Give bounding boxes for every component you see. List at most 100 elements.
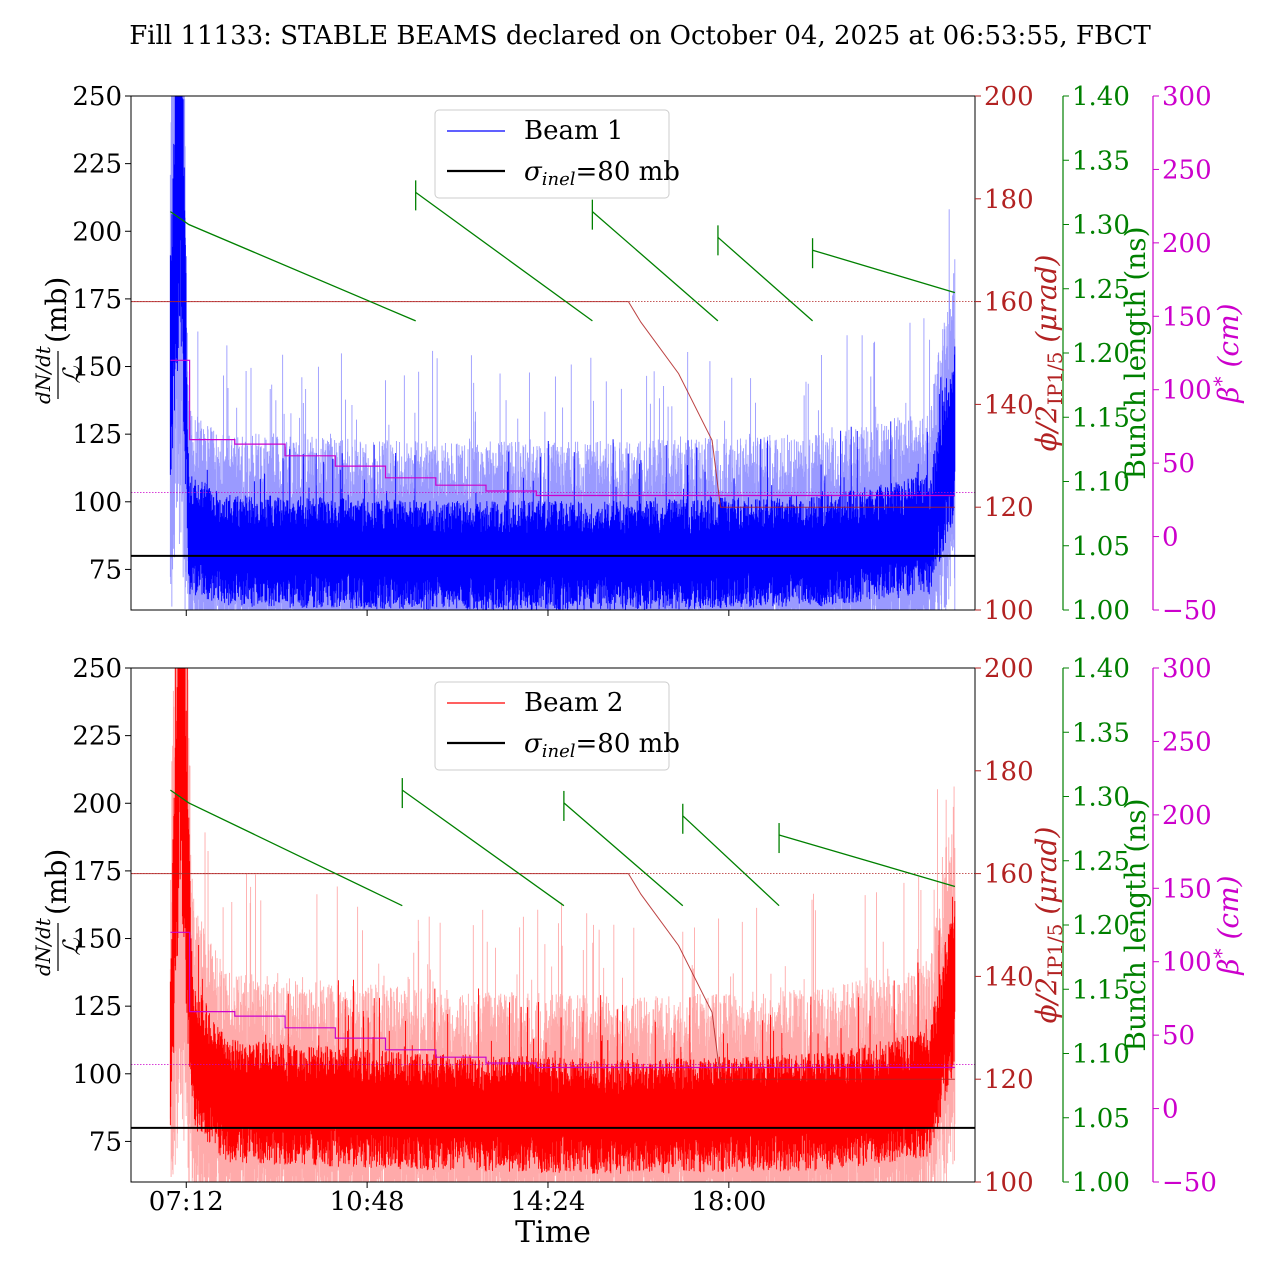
beta-star-axis-label: β* (cm): [1209, 875, 1245, 975]
bunch-length-axis-tick-label: 1.10: [1072, 1040, 1130, 1070]
left-axis-tick-label: 125: [72, 992, 122, 1022]
x-axis-tick-label: 18:00: [691, 1187, 766, 1217]
beta-star-axis-label-text: β* (cm): [1209, 875, 1245, 975]
beta-star-axis-tick-label: 300: [1162, 654, 1212, 684]
legend-box: [434, 681, 670, 771]
bunch-length-axis-tick-label: 1.05: [1072, 532, 1130, 562]
crossing-angle-axis-tick-label: 120: [984, 1065, 1034, 1095]
crossing-angle-axis-tick-label: 100: [984, 596, 1034, 626]
beta-star-axis-tick-label: 100: [1162, 948, 1212, 978]
bunch-length-axis-tick-label: 1.20: [1072, 911, 1130, 941]
x-axis-tick-label: 14:24: [511, 1187, 586, 1217]
panel-beam2: 250 225 200 175 150 125 100 75 07:12 10:48 14:24 18…: [31, 654, 1245, 1217]
crossing-angle-axis-tick-label: 160: [984, 860, 1034, 890]
left-axis-label: dN/dt ℒ (mb): [31, 849, 86, 976]
bunch-length-segment: [812, 249, 956, 294]
bunch-length-axis-tick-label: 1.10: [1072, 468, 1130, 498]
left-axis-tick-label: 150: [72, 353, 122, 383]
beta-star-axis-tick-label: 300: [1162, 82, 1212, 112]
left-axis-tick-label: 75: [89, 555, 122, 585]
bunch-length-segment: [563, 802, 684, 907]
left-axis-tick-label: 250: [72, 654, 122, 684]
bunch-length-segment: [717, 236, 814, 322]
bunch-length-axis-tick-label: 1.05: [1072, 1104, 1130, 1134]
bunch-length-axis-tick-label: 1.30: [1072, 783, 1130, 813]
crossing-angle-axis-tick-label: 180: [984, 185, 1034, 215]
crossing-angle-line: [131, 873, 955, 1080]
left-axis-label: dN/dt ℒ (mb): [31, 277, 86, 404]
bunch-length-segment: [415, 191, 593, 322]
crossing-angle-axis-tick-label: 200: [984, 82, 1034, 112]
beta-star-axis-tick-label: 200: [1162, 801, 1212, 831]
bunch-length-axis-tick-label: 1.35: [1072, 718, 1130, 748]
crossing-angle-line: [131, 301, 955, 508]
bunch-length-segment: [170, 789, 403, 907]
left-axis-label-unit: (mb): [40, 277, 73, 343]
crossing-angle-axis-label: ϕ/2IP1/5 (μrad): [1030, 827, 1067, 1024]
legend-label-sigma: σinel=80 mb: [524, 157, 680, 190]
chart-title: Fill 11133: STABLE BEAMS declared on Oct…: [129, 21, 1151, 51]
left-axis-tick-label: 75: [89, 1127, 122, 1157]
plot-area: [131, 668, 975, 1182]
crossing-angle-axis-label-text: ϕ/2IP1/5 (μrad): [1030, 255, 1067, 452]
beta-star-axis-tick-label: −50: [1162, 596, 1217, 626]
left-axis-tick-label: 175: [72, 285, 122, 315]
left-axis-tick-label: 225: [72, 150, 122, 180]
beam-series-line: [169, 96, 956, 610]
crossing-angle-axis-tick-label: 120: [984, 493, 1034, 523]
legend: Beam 2 σinel=80 mb: [434, 681, 680, 771]
bunch-length-axis-tick-label: 1.00: [1072, 1168, 1130, 1198]
legend-label-beam: Beam 2: [524, 688, 623, 718]
crossing-angle-axis-label-text: ϕ/2IP1/5 (μrad): [1030, 827, 1067, 1024]
x-axis-tick-label: 07:12: [149, 1187, 224, 1217]
left-axis-tick-label: 225: [72, 722, 122, 752]
legend-label-beam: Beam 1: [524, 116, 623, 146]
crossing-angle-axis-tick-label: 180: [984, 757, 1034, 787]
bunch-length-axis-tick-label: 1.15: [1072, 403, 1130, 433]
left-axis-tick-label: 200: [72, 789, 122, 819]
plot-area: [131, 96, 975, 610]
bunch-length-axis-tick-label: 1.30: [1072, 211, 1130, 241]
bunch-length-axis-tick-label: 1.40: [1072, 82, 1130, 112]
bunch-length-segment: [778, 834, 956, 888]
beam-series-line: [169, 668, 956, 1174]
left-axis-tick-label: 175: [72, 857, 122, 887]
left-axis-tick-label: 100: [72, 1060, 122, 1090]
bunch-length-segment: [170, 211, 416, 322]
bunch-length-axis-tick-label: 1.00: [1072, 596, 1130, 626]
bunch-length-axis-label: Bunch length (ns): [1119, 226, 1152, 479]
crossing-angle-axis-tick-label: 140: [984, 390, 1034, 420]
beta-star-axis-tick-label: 100: [1162, 376, 1212, 406]
crossing-angle-axis-tick-label: 160: [984, 288, 1034, 318]
x-axis-tick-label: 10:48: [330, 1187, 405, 1217]
bunch-length-axis-tick-label: 1.15: [1072, 975, 1130, 1005]
left-axis-tick-label: 125: [72, 420, 122, 450]
beta-star-axis-label: β* (cm): [1209, 303, 1245, 403]
bunch-length-axis-label: Bunch length (ns): [1119, 798, 1152, 1051]
left-axis-label-denominator: ℒ: [58, 938, 86, 956]
panel-beam1: 250 225 200 175 150 125 100 75 200 180 160 140 120 10…: [31, 82, 1245, 626]
beta-star-axis-tick-label: 0: [1162, 1095, 1179, 1125]
bunch-length-segment: [682, 815, 780, 907]
crossing-angle-axis-tick-label: 140: [984, 962, 1034, 992]
left-axis-label-numerator: dN/dt: [31, 345, 55, 404]
plot-frame: [130, 667, 976, 1183]
beta-star-axis-tick-label: −50: [1162, 1168, 1217, 1198]
beta-star-axis-tick-label: 0: [1162, 523, 1179, 553]
bunch-length-axis-tick-label: 1.40: [1072, 654, 1130, 684]
bunch-length-segment: [401, 789, 565, 907]
left-axis-label-numerator: dN/dt: [31, 917, 55, 976]
bunch-length-axis-tick-label: 1.20: [1072, 339, 1130, 369]
beta-star-line: [170, 931, 955, 1069]
beta-star-axis-tick-label: 150: [1162, 302, 1212, 332]
beta-star-axis-tick-label: 250: [1162, 155, 1212, 185]
left-axis-tick-label: 250: [72, 82, 122, 112]
bunch-length-axis-label-text: Bunch length (ns): [1119, 226, 1152, 479]
beta-star-axis-tick-label: 250: [1162, 727, 1212, 757]
plot-frame: [130, 95, 976, 611]
legend-box: [434, 109, 670, 199]
bunch-length-segment: [591, 211, 719, 322]
legend: Beam 1 σinel=80 mb: [434, 109, 680, 199]
beta-star-axis-label-text: β* (cm): [1209, 303, 1245, 403]
